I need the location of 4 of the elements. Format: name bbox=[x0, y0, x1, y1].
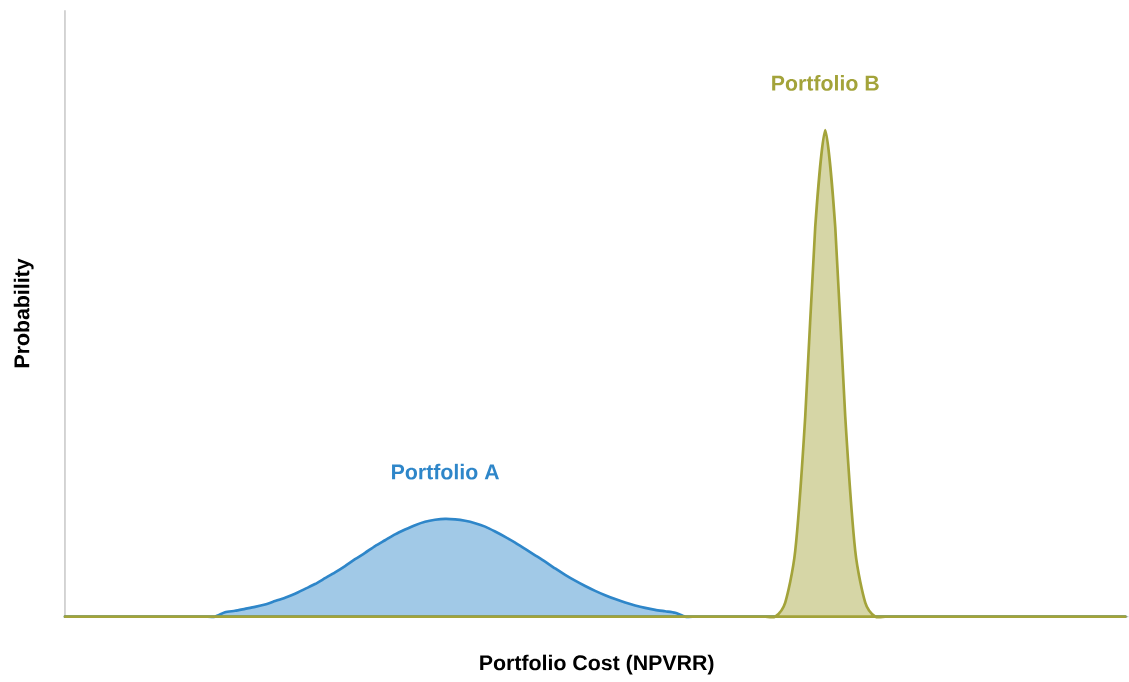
text: Portfolio B bbox=[772, 75, 879, 91]
x-axis-title: Portfolio Cost (NPVRR) bbox=[480, 654, 714, 675]
y-axis-title: Probability bbox=[13, 258, 34, 368]
text: Portfolio A bbox=[392, 464, 500, 480]
